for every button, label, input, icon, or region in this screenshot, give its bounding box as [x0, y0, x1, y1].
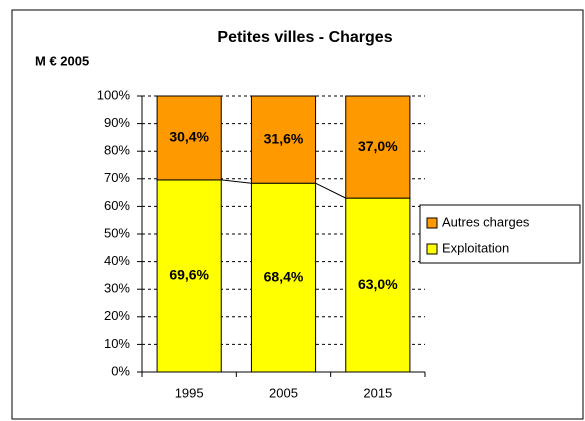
- bar-segment: [156, 95, 222, 181]
- y-tick-label: 50%: [104, 225, 130, 240]
- x-tick-label: 1995: [175, 385, 204, 400]
- data-label: 69,6%: [169, 267, 209, 283]
- data-label: 31,6%: [264, 130, 304, 146]
- y-tick-label: 40%: [104, 253, 130, 268]
- data-label: 30,4%: [169, 129, 209, 145]
- y-tick-label: 20%: [104, 308, 130, 323]
- data-label: 68,4%: [264, 268, 304, 284]
- y-tick-label: 90%: [104, 115, 130, 130]
- y-tick-label: 70%: [104, 170, 130, 185]
- legend-label: Exploitation: [442, 240, 509, 255]
- x-tick-label: 2005: [269, 385, 298, 400]
- x-tick-label: 2015: [363, 385, 392, 400]
- y-tick-label: 80%: [104, 143, 130, 158]
- y-tick-label: 100%: [97, 87, 131, 102]
- legend-label: Autres charges: [442, 214, 530, 229]
- y-axis-label: M € 2005: [35, 53, 89, 68]
- legend-swatch: [426, 217, 438, 229]
- bar-segment: [345, 197, 411, 373]
- legend-swatch: [426, 243, 438, 255]
- series-line: [315, 182, 346, 199]
- y-tick-label: 10%: [104, 336, 130, 351]
- y-tick-label: 60%: [104, 198, 130, 213]
- chart-title: Petites villes - Charges: [217, 29, 392, 46]
- bar-segment: [250, 182, 317, 373]
- y-tick-label: 30%: [104, 281, 130, 296]
- bar-segment: [345, 95, 411, 199]
- bar-segment: [250, 95, 317, 184]
- legend-box: [419, 204, 581, 264]
- y-tick-label: 0%: [111, 363, 130, 378]
- series-line: [221, 179, 252, 184]
- data-label: 37,0%: [358, 138, 398, 154]
- data-label: 63,0%: [358, 276, 398, 292]
